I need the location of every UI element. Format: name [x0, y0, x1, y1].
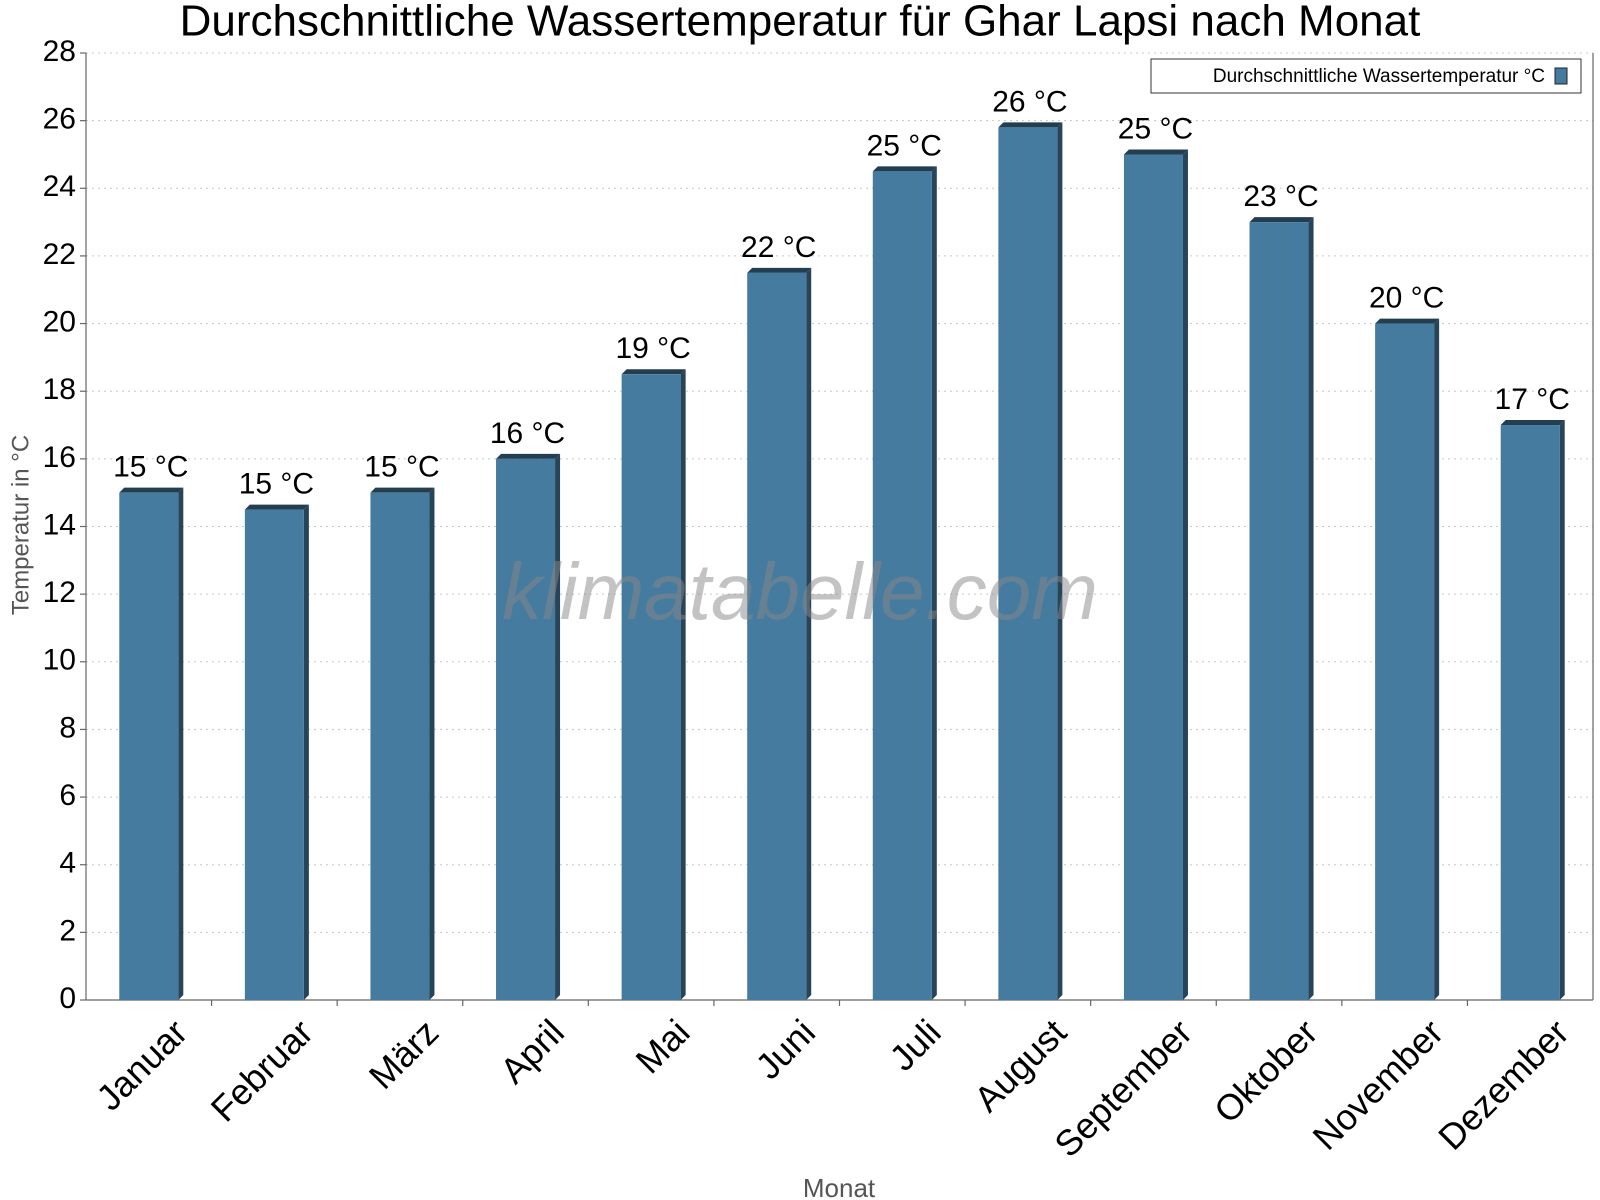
data-label: 20 °C	[1369, 281, 1444, 314]
data-label: 25 °C	[867, 129, 942, 162]
bar-side	[555, 453, 561, 1000]
x-tick-label: Dezember	[1430, 1011, 1576, 1157]
bar-top	[872, 166, 937, 172]
bar	[998, 127, 1058, 1000]
x-tick-label: November	[1305, 1011, 1451, 1157]
y-tick-label: 28	[43, 35, 76, 68]
data-label: 26 °C	[992, 85, 1067, 118]
y-tick-label: 16	[43, 441, 76, 474]
bar-side	[1182, 149, 1188, 1000]
bar-top	[244, 504, 309, 510]
bar-side	[303, 504, 309, 1000]
bar-top	[747, 267, 812, 273]
bar-side	[680, 369, 686, 1000]
bar-side	[931, 166, 937, 1000]
bar-top	[370, 487, 435, 493]
bar-side	[429, 487, 435, 1000]
y-tick-label: 14	[43, 508, 76, 541]
x-axis-title: Monat	[803, 1173, 876, 1200]
bar	[1500, 425, 1560, 1000]
y-tick-label: 20	[43, 305, 76, 338]
data-label: 19 °C	[615, 332, 690, 365]
y-tick-label: 12	[43, 576, 76, 609]
legend-box	[1150, 58, 1582, 94]
bar-top	[119, 487, 184, 493]
legend-label: Durchschnittliche Wassertemperatur °C	[1213, 66, 1545, 87]
y-tick-label: 8	[59, 711, 76, 744]
bar-side	[806, 267, 812, 1000]
chart-title: Durchschnittliche Wassertemperatur für G…	[180, 0, 1421, 46]
bar	[621, 374, 681, 1000]
y-tick-label: 26	[43, 103, 76, 136]
bar	[1375, 323, 1435, 1001]
y-tick-label: 6	[59, 779, 76, 812]
y-tick-label: 24	[43, 170, 76, 203]
y-tick-label: 18	[43, 373, 76, 406]
bar-top	[1249, 217, 1314, 223]
x-tick-label: Juni	[747, 1011, 823, 1087]
data-label: 17 °C	[1495, 383, 1570, 416]
data-label: 15 °C	[364, 451, 439, 484]
watermark: klimatabelle.com	[502, 547, 1098, 636]
data-label: 16 °C	[490, 417, 565, 450]
bar	[872, 171, 932, 1000]
x-tick-label: Oktober	[1206, 1011, 1326, 1131]
bar-side	[1434, 318, 1440, 1001]
x-tick-label: September	[1046, 1011, 1200, 1165]
data-label: 15 °C	[113, 451, 188, 484]
legend-swatch	[1554, 67, 1568, 85]
y-tick-label: 22	[43, 238, 76, 271]
y-tick-label: 0	[59, 982, 76, 1015]
x-tick-label: März	[361, 1011, 447, 1097]
x-tick-label: August	[966, 1011, 1074, 1119]
bar-side	[1559, 420, 1565, 1000]
x-tick-label: Juli	[881, 1011, 948, 1078]
x-tick-label: Februar	[203, 1011, 321, 1129]
bar	[496, 458, 556, 1000]
bar	[1123, 154, 1183, 1000]
bar-side	[178, 487, 184, 1000]
bar-side	[1057, 122, 1063, 1000]
bar	[119, 492, 179, 1000]
x-tick-label: Mai	[627, 1011, 697, 1081]
bar	[1249, 222, 1309, 1000]
bar-top	[496, 453, 561, 459]
y-tick-label: 10	[43, 644, 76, 677]
bar-top	[1500, 420, 1565, 426]
x-tick-label: April	[492, 1011, 572, 1091]
bar	[244, 509, 304, 1000]
bar	[370, 492, 430, 1000]
y-axis-title: Temperatur in °C	[7, 435, 34, 615]
bar-top	[1375, 318, 1440, 324]
data-label: 15 °C	[239, 468, 314, 501]
bar-side	[1308, 217, 1314, 1000]
x-tick-label: Januar	[88, 1011, 195, 1118]
y-tick-label: 4	[59, 847, 76, 880]
bar-top	[621, 369, 686, 375]
bar-top	[998, 122, 1063, 128]
data-label: 23 °C	[1243, 180, 1318, 213]
y-tick-label: 2	[59, 914, 76, 947]
data-label: 25 °C	[1118, 112, 1193, 145]
bar	[747, 272, 807, 1000]
bar-top	[1123, 149, 1188, 155]
data-label: 22 °C	[741, 231, 816, 264]
